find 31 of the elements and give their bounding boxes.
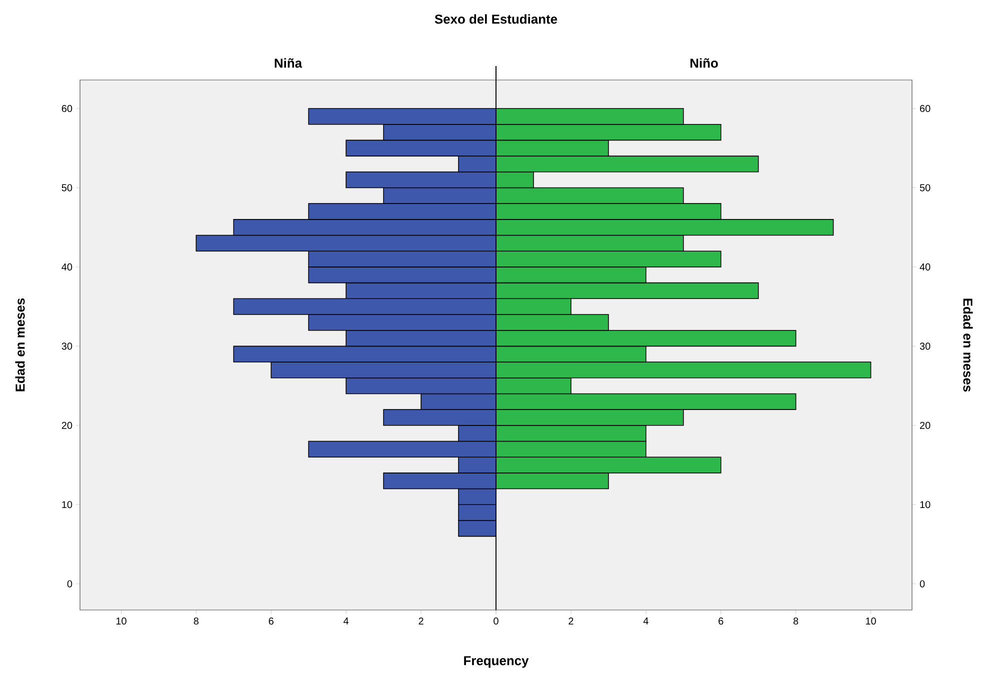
chart-subtitle: Niño — [690, 58, 718, 68]
x-tick-label: 0 — [494, 618, 498, 625]
chart-subtitle: Niña — [274, 58, 302, 68]
y-tick-label: 10 — [920, 501, 930, 508]
x-tick-label: 2 — [418, 618, 424, 624]
y-tick-label: 60 — [62, 104, 72, 112]
y-axis-title: Edad en meses — [15, 298, 25, 392]
y-tick-label: 20 — [62, 422, 72, 429]
x-tick-label: 2 — [568, 618, 574, 624]
y-tick-label: 10 — [62, 501, 72, 508]
y-tick-label: 0 — [67, 580, 72, 588]
y-axis-title: Edad en meses — [963, 298, 973, 392]
y-tick-label: 50 — [920, 184, 930, 192]
x-tick-label: 10 — [116, 618, 126, 625]
x-tick-label: 6 — [268, 618, 274, 625]
x-tick-label: 8 — [793, 618, 798, 625]
x-tick-label: 6 — [718, 618, 724, 625]
x-tick-label: 4 — [344, 618, 349, 624]
x-tick-label: 10 — [866, 618, 876, 625]
y-tick-label: 20 — [920, 422, 930, 429]
y-tick-label: 0 — [920, 580, 925, 588]
y-tick-label: 30 — [920, 342, 930, 350]
y-tick-label: 50 — [62, 184, 72, 192]
y-tick-label: 60 — [920, 104, 930, 112]
x-tick-label: 4 — [643, 618, 648, 624]
x-axis-title: Frequency — [464, 656, 529, 668]
y-tick-label: 40 — [920, 263, 930, 270]
x-tick-label: 8 — [194, 618, 199, 625]
y-tick-label: 30 — [62, 342, 72, 350]
chart-title: Sexo del Estudiante — [434, 14, 558, 24]
y-tick-label: 40 — [62, 263, 72, 270]
